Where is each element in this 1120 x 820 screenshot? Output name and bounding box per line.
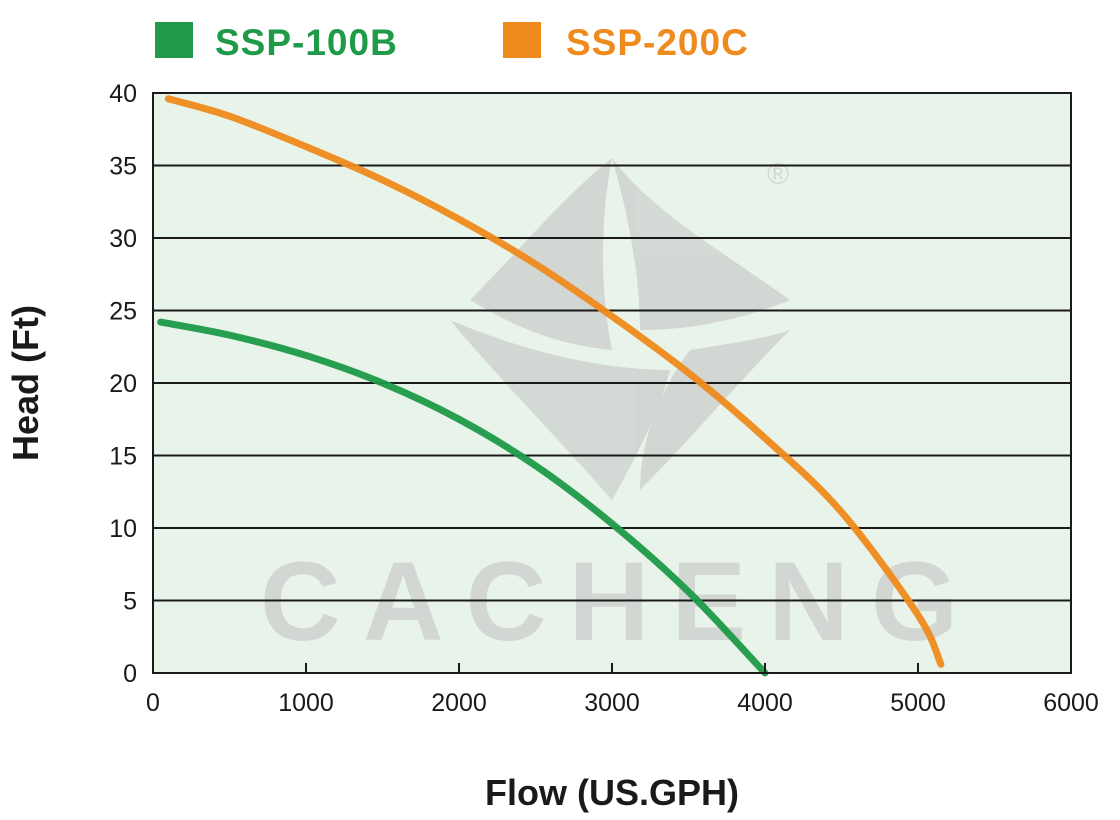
- legend: SSP-100B SSP-200C: [155, 22, 749, 63]
- y-tick-label-20: 20: [109, 370, 137, 398]
- series-line-ssp-100b: [157, 318, 769, 677]
- legend-label-ssp-100b: SSP-100B: [215, 22, 398, 63]
- x-tick-label-2000: 2000: [431, 689, 487, 717]
- series-layer: [157, 95, 945, 677]
- x-tick-label-4000: 4000: [737, 689, 793, 717]
- y-tick-label-35: 35: [109, 153, 137, 181]
- registered-mark: ®: [767, 158, 789, 191]
- y-tick-label-5: 5: [123, 588, 137, 616]
- y-axis-title: Head (Ft): [5, 305, 46, 461]
- y-tick-label-40: 40: [109, 80, 137, 108]
- series-line-ssp-200c: [164, 95, 945, 668]
- y-tick-label-0: 0: [123, 660, 137, 688]
- x-tick-label-5000: 5000: [890, 689, 946, 717]
- x-tick-label-1000: 1000: [278, 689, 334, 717]
- legend-swatch-ssp-100b: [155, 22, 193, 58]
- x-tick-label-0: 0: [146, 689, 160, 717]
- x-tick-label-3000: 3000: [584, 689, 640, 717]
- y-tick-label-15: 15: [109, 443, 137, 471]
- legend-label-ssp-200c: SSP-200C: [566, 22, 749, 63]
- x-axis: 0 1000 2000 3000 4000 5000 6000: [146, 663, 1099, 717]
- y-tick-label-25: 25: [109, 298, 137, 326]
- x-tick-label-6000: 6000: [1043, 689, 1099, 717]
- x-axis-title: Flow (US.GPH): [485, 772, 739, 813]
- legend-swatch-ssp-200c: [503, 22, 541, 58]
- y-tick-label-10: 10: [109, 515, 137, 543]
- y-tick-label-30: 30: [109, 225, 137, 253]
- y-axis: 0 5 10 15 20 25 30 35 40: [109, 80, 137, 688]
